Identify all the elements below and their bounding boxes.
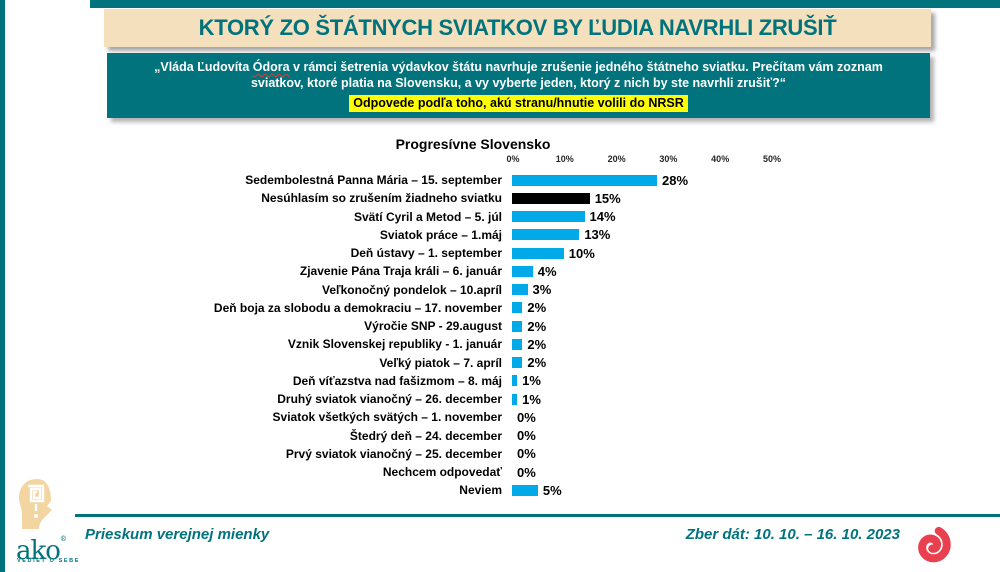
category-label: Druhý sviatok vianočný – 26. december	[277, 392, 502, 407]
question-highlight: Odpovede podľa toho, akú stranu/hnutie v…	[349, 95, 688, 112]
title-banner: KTORÝ ZO ŠTÁTNYCH SVIATKOV BY ĽUDIA NAVR…	[104, 9, 931, 47]
chart-row: Deň víťazstva nad fašizmom – 8. máj 1%	[0, 372, 1000, 390]
left-accent-strip	[0, 0, 5, 572]
bar	[512, 211, 585, 223]
category-label: Nechcem odpovedať	[382, 465, 502, 480]
value-label: 0%	[517, 409, 536, 425]
chart-row: Výročie SNP - 29.august 2%	[0, 317, 1000, 335]
category-label: Výročie SNP - 29.august	[364, 319, 502, 334]
x-axis-tick: 50%	[762, 154, 782, 164]
footer-date-range: Zber dát: 10. 10. – 16. 10. 2023	[685, 526, 900, 543]
red-spiral-logo-icon	[918, 526, 951, 563]
bar	[512, 320, 523, 332]
bar	[512, 302, 523, 314]
category-label: Veľký piatok – 7. apríl	[379, 355, 502, 370]
bar	[512, 247, 564, 259]
bar	[512, 357, 523, 369]
category-label: Zjavenie Pána Traja králi – 6. január	[299, 264, 502, 279]
footer-divider	[75, 514, 1000, 517]
question-text: v rámci šetrenia výdavkov štátu navrhuje…	[289, 60, 883, 74]
value-label: 1%	[522, 373, 541, 389]
ako-word-text: ako	[16, 536, 61, 566]
chart-row: Veľkonočný pondelok – 10.apríl 3%	[0, 281, 1000, 299]
ako-head-icon	[19, 479, 52, 529]
bar	[512, 484, 538, 496]
value-label: 0%	[517, 428, 536, 444]
footer-caption: Prieskum verejnej mienky	[85, 526, 270, 543]
category-label: Deň víťazstva nad fašizmom – 8. máj	[292, 373, 502, 388]
question-text-spellcheck: Ódora	[252, 60, 290, 74]
category-label: Sviatok všetkých svätých – 1. november	[272, 410, 502, 425]
value-label: 10%	[568, 245, 595, 261]
x-axis-tick: 30%	[659, 154, 678, 164]
top-accent-band	[90, 0, 1000, 8]
value-label: 2%	[527, 300, 547, 316]
x-axis-tick: 40%	[711, 154, 730, 164]
value-label: 15%	[594, 190, 621, 206]
value-label: 0%	[517, 464, 536, 480]
bar	[512, 375, 518, 387]
chart-row: Deň boja za slobodu a demokraciu – 17. n…	[0, 299, 1000, 317]
chart-row: Sviatok práce – 1.máj 13%	[0, 226, 1000, 244]
bar	[512, 174, 658, 186]
value-label: 2%	[527, 355, 547, 371]
value-label: 14%	[589, 209, 616, 225]
chart-row: Svätí Cyril a Metod – 5. júl 14%	[0, 208, 1000, 226]
value-label: 5%	[542, 482, 562, 498]
chart-row: Deň ústavy – 1. september 10%	[0, 244, 1000, 262]
category-label: Prvý sviatok vianočný – 25. december	[285, 446, 502, 461]
value-label: 2%	[527, 318, 547, 334]
question-line-2: sviatkov, ktoré platia na Slovensku, a v…	[250, 76, 787, 90]
x-axis-tick: 20%	[607, 154, 626, 164]
question-box: „Vláda Ľudovíta Ódora v rámci šetrenia v…	[107, 53, 930, 118]
value-label: 0%	[517, 446, 536, 462]
bar	[512, 338, 523, 350]
bar	[512, 265, 533, 277]
category-label: Sedembolestná Panna Mária – 15. septembe…	[245, 173, 502, 188]
category-label: Deň ústavy – 1. september	[350, 246, 502, 261]
chart-row: Nechcem odpovedať 0%	[0, 463, 1000, 481]
chart-row: Zjavenie Pána Traja králi – 6. január 4%	[0, 262, 1000, 280]
value-label: 2%	[527, 336, 547, 352]
page-title: KTORÝ ZO ŠTÁTNYCH SVIATKOV BY ĽUDIA NAVR…	[198, 15, 837, 40]
category-label: Veľkonočný pondelok – 10.apríl	[321, 282, 502, 297]
chart-title: Progresívne Slovensko	[395, 136, 551, 152]
bar-chart: Sedembolestná Panna Mária – 15. septembe…	[0, 171, 1000, 500]
ako-logo: ako® VEDIEŤ O SEBE	[16, 478, 86, 564]
bar	[512, 393, 518, 405]
chart-row: Sedembolestná Panna Mária – 15. septembe…	[0, 171, 1000, 189]
ako-tagline: VEDIEŤ O SEBE	[17, 558, 80, 564]
question-line-1: „Vláda Ľudovíta Ódora v rámci šetrenia v…	[107, 59, 930, 75]
chart-row: Neviem 5%	[0, 481, 1000, 499]
category-label: Nesúhlasím so zrušením žiadneho sviatku	[261, 191, 502, 206]
chart-row: Štedrý deň – 24. december 0%	[0, 427, 1000, 445]
bar	[512, 229, 580, 241]
category-label: Svätí Cyril a Metod – 5. júl	[353, 209, 502, 224]
ako-wordmark: ako®	[16, 526, 67, 564]
value-label: 4%	[537, 263, 557, 279]
chart-row: Nesúhlasím so zrušením žiadneho sviatku 1…	[0, 189, 1000, 207]
chart-row: Vznik Slovenskej republiky - 1. január 2%	[0, 335, 1000, 353]
bar	[512, 192, 590, 204]
chart-row: Prvý sviatok vianočný – 25. december 0%	[0, 445, 1000, 463]
chart-row: Sviatok všetkých svätých – 1. november 0%	[0, 408, 1000, 426]
category-label: Sviatok práce – 1.máj	[379, 227, 502, 242]
category-label: Vznik Slovenskej republiky - 1. január	[287, 337, 502, 352]
ako-registered-mark: ®	[59, 535, 67, 543]
chart-row: Druhý sviatok vianočný – 26. december 1%	[0, 390, 1000, 408]
value-label: 3%	[532, 282, 552, 298]
category-label: Deň boja za slobodu a demokraciu – 17. n…	[213, 300, 502, 315]
x-axis-tick: 0%	[506, 154, 520, 164]
question-text: „Vláda Ľudovíta	[154, 60, 253, 74]
value-label: 13%	[584, 227, 611, 243]
bar	[512, 284, 528, 296]
value-label: 28%	[662, 172, 689, 188]
category-label: Neviem	[459, 483, 502, 498]
value-label: 1%	[522, 391, 541, 407]
category-label: Štedrý deň – 24. december	[349, 428, 502, 443]
chart-row: Veľký piatok – 7. apríl 2%	[0, 354, 1000, 372]
x-axis-tick: 10%	[555, 154, 574, 164]
